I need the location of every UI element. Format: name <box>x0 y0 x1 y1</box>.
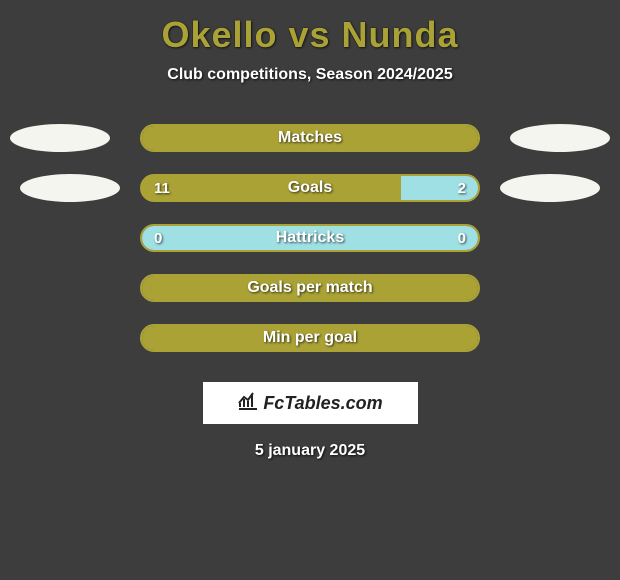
stat-bar: Goals per match <box>140 274 480 302</box>
stat-bar-left-segment <box>142 326 478 350</box>
stat-bar: Goals112 <box>140 174 480 202</box>
player-marker-right <box>510 124 610 152</box>
player-marker-left <box>10 124 110 152</box>
date: 5 january 2025 <box>255 442 365 460</box>
player-marker-left <box>20 174 120 202</box>
stat-row: Min per goal <box>0 324 620 352</box>
stat-bar: Matches <box>140 124 480 152</box>
stat-bar-left-segment <box>142 176 401 200</box>
chart-icon <box>237 391 259 416</box>
logo-box[interactable]: FcTables.com <box>203 382 418 424</box>
stat-bar-right-segment <box>401 176 478 200</box>
player-marker-right <box>500 174 600 202</box>
stat-bar: Min per goal <box>140 324 480 352</box>
stat-row: Goals per match <box>0 274 620 302</box>
stat-bar: Hattricks00 <box>140 224 480 252</box>
subtitle: Club competitions, Season 2024/2025 <box>167 66 452 84</box>
stat-row: Matches <box>0 124 620 152</box>
stat-rows: Matches Goals112 Hattricks00 Goals per matc… <box>0 124 620 352</box>
stat-bar-right-segment <box>142 226 478 250</box>
logo-text: FcTables.com <box>263 393 382 414</box>
stat-row: Hattricks00 <box>0 224 620 252</box>
stat-row: Goals112 <box>0 174 620 202</box>
title: Okello vs Nunda <box>161 14 458 56</box>
stat-bar-left-segment <box>142 126 478 150</box>
stat-bar-left-segment <box>142 276 478 300</box>
comparison-card: Okello vs Nunda Club competitions, Seaso… <box>0 0 620 580</box>
